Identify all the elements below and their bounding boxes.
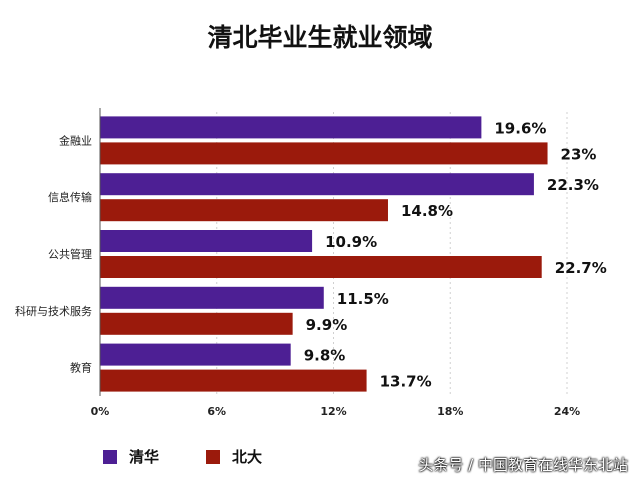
bar xyxy=(100,116,482,139)
bar xyxy=(100,369,367,392)
x-tick-label: 18% xyxy=(437,405,463,418)
category-label: 公共管理 xyxy=(48,247,92,261)
legend-item-tsinghua: 清华 xyxy=(103,446,159,467)
category-label: 金融业 xyxy=(59,133,92,147)
x-tick-label: 6% xyxy=(207,405,226,418)
data-label: 22.7% xyxy=(555,259,607,277)
legend-item-peking: 北大 xyxy=(206,446,262,467)
category-label: 科研与技术服务 xyxy=(15,304,92,318)
bar xyxy=(100,343,291,366)
legend-swatch-peking xyxy=(206,449,220,464)
watermark: 头条号 / 中国教育在线华东北站 xyxy=(418,456,628,474)
legend-label-peking: 北大 xyxy=(232,448,263,466)
data-label: 10.9% xyxy=(325,233,377,251)
chart-title: 清北毕业生就业领域 xyxy=(207,23,433,52)
category-label: 教育 xyxy=(70,361,92,375)
data-label: 13.7% xyxy=(380,373,432,391)
data-label: 9.8% xyxy=(304,347,346,365)
data-label: 14.8% xyxy=(401,202,453,220)
bar xyxy=(100,286,324,309)
bar xyxy=(100,199,388,222)
bar xyxy=(100,256,542,278)
legend-label-tsinghua: 清华 xyxy=(129,448,160,466)
x-tick-label: 12% xyxy=(320,405,346,418)
bar xyxy=(100,312,293,335)
data-label: 23% xyxy=(561,145,597,163)
bar xyxy=(100,142,548,165)
bar xyxy=(100,230,313,252)
x-tick-label: 24% xyxy=(554,405,580,418)
data-label: 11.5% xyxy=(337,290,389,308)
legend-swatch-tsinghua xyxy=(103,449,117,464)
bar xyxy=(100,173,534,196)
data-label: 22.3% xyxy=(547,176,599,194)
data-label: 9.9% xyxy=(306,316,348,334)
category-label: 信息传输 xyxy=(48,190,92,204)
x-tick-label: 0% xyxy=(91,405,110,418)
data-label: 19.6% xyxy=(494,119,546,137)
